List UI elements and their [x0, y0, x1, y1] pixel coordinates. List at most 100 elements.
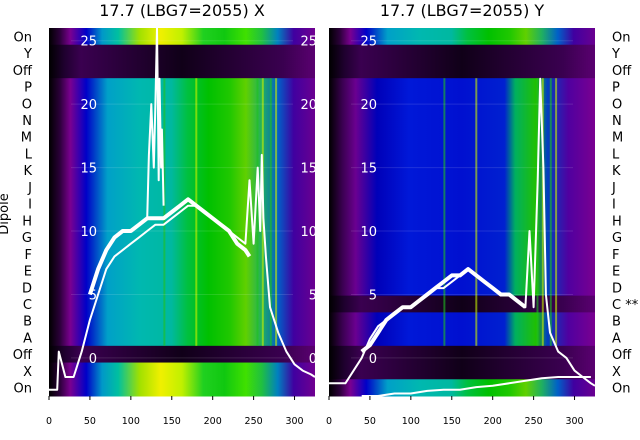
overlay-ytick-label-right: 20 [300, 98, 317, 113]
xtick-label: 250 [245, 416, 263, 427]
dipole-row-label: E [612, 265, 620, 280]
dipole-row-label: Off [13, 348, 33, 363]
xtick-label: 100 [402, 416, 420, 427]
dipole-row-label: L [612, 147, 620, 162]
xtick-label: 50 [364, 416, 376, 427]
dipole-row-label: H [22, 214, 32, 229]
overlay-ytick-label: 5 [369, 288, 377, 303]
xtick-label: 200 [484, 416, 502, 427]
heatmap-row [329, 379, 595, 397]
heatmap-streak [195, 78, 198, 346]
overlay-ytick-label: 0 [89, 352, 97, 367]
heatmap-row [49, 295, 315, 313]
overlay-ytick-label: 25 [360, 35, 377, 50]
dipole-row-label: I [612, 198, 616, 213]
dipole-row-label: J [27, 181, 32, 196]
heatmap-row [329, 295, 595, 313]
dipole-row-label: M [612, 131, 623, 146]
heatmap-row [49, 44, 315, 62]
overlay-ytick-label: 10 [80, 225, 97, 240]
heatmap-row [49, 228, 315, 246]
dipole-row-label: N [612, 114, 622, 129]
heatmap-row [49, 145, 315, 163]
dipole-row-label: C ** [612, 298, 639, 313]
heatmap-row [329, 329, 595, 347]
heatmap-row [49, 212, 315, 230]
dipole-row-label: I [28, 198, 32, 213]
heatmap-row [49, 362, 315, 380]
overlay-ytick-label: 15 [80, 162, 97, 177]
dipole-row-label: B [612, 315, 621, 330]
panel-y-title: 17.7 (LBG7=2055) Y [380, 1, 545, 20]
dipole-row-label: C [23, 298, 32, 313]
overlay-ytick-label-right: 5 [309, 288, 317, 303]
heatmap-row [329, 212, 595, 230]
heatmap-streak [555, 78, 558, 346]
heatmap-row [329, 161, 595, 180]
heatmap-row [49, 78, 315, 96]
heatmap-row [329, 111, 595, 129]
xtick-label: 150 [163, 416, 181, 427]
dipole-row-label: N [22, 114, 32, 129]
heatmap-streak [269, 78, 272, 346]
heatmap-streak [475, 78, 478, 346]
dipole-row-label: X [23, 365, 32, 380]
xtick-label: 300 [565, 416, 583, 427]
dipole-row-label: P [612, 81, 620, 96]
overlay-line [146, 27, 165, 219]
dipole-row-label: K [23, 164, 32, 179]
heatmap-row [49, 28, 315, 46]
dipole-row-label: X [612, 365, 621, 380]
dipole-row-label: D [22, 281, 32, 296]
dipole-row-label: F [612, 248, 619, 263]
heatmap-row [329, 28, 595, 46]
overlay-ytick-label-right: 0 [309, 352, 317, 367]
heatmap-row [329, 362, 595, 380]
dipole-row-label: A [612, 331, 621, 346]
overlay-ytick-label-right: 25 [300, 35, 317, 50]
xtick-label: 250 [525, 416, 543, 427]
heatmap-row [49, 111, 315, 129]
dipole-row-label: F [25, 248, 32, 263]
heatmap-row [49, 262, 315, 280]
heatmap-row [49, 245, 315, 263]
dipole-row-label: O [22, 97, 32, 112]
heatmap-streak [443, 78, 446, 346]
dipole-row-label: E [24, 265, 32, 280]
xtick-label: 300 [285, 416, 303, 427]
overlay-ytick-label: 0 [369, 352, 377, 367]
heatmap-streak [549, 78, 552, 346]
dipole-row-label: O [612, 97, 622, 112]
overlay-line [87, 197, 252, 296]
panel-x: 17.7 (LBG7=2055) X Dipole 0 0 5 5 10 10 15 15 20… [0, 1, 317, 427]
dipole-row-label: Y [23, 47, 32, 62]
dipole-row-label: H [612, 214, 622, 229]
xtick-label: 0 [46, 416, 52, 427]
heatmap-row [329, 178, 595, 196]
heatmap-row [49, 329, 315, 347]
heatmap-row [49, 379, 315, 397]
heatmap-row [329, 44, 595, 62]
overlay-ytick-label: 25 [80, 35, 97, 50]
heatmap-row [329, 94, 595, 113]
overlay-ytick-label-right: 15 [300, 162, 317, 177]
xtick-label: 50 [84, 416, 96, 427]
dipole-row-label: M [21, 131, 32, 146]
dipole-row-label: K [612, 164, 621, 179]
dipole-row-label: On [612, 382, 630, 397]
dipole-row-label: L [25, 147, 33, 162]
overlay-ytick-label: 20 [80, 98, 97, 113]
heatmap-row [49, 94, 315, 113]
dipole-row-label: Y [611, 47, 620, 62]
overlay-ytick-label: 10 [360, 225, 377, 240]
heatmap-row [49, 312, 315, 330]
heatmap-row [49, 61, 315, 79]
xtick-label: 150 [443, 416, 461, 427]
dipole-row-label: On [612, 30, 630, 45]
dipole-row-label: P [24, 81, 32, 96]
heatmap-row [329, 312, 595, 330]
overlay-ytick-label: 15 [360, 162, 377, 177]
overlay-ytick-label-right: 10 [300, 225, 317, 240]
overlay-line [361, 376, 591, 397]
